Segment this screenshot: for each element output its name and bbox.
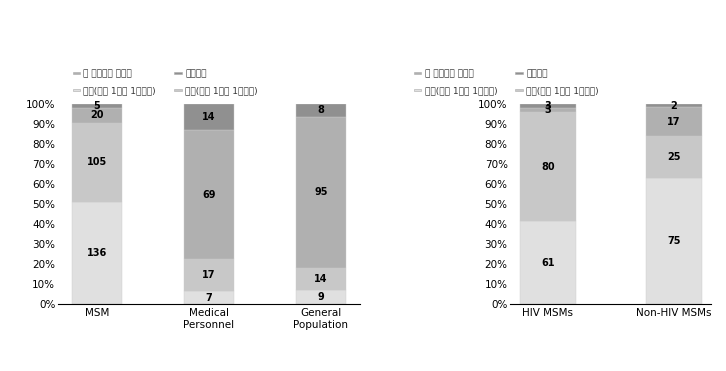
Text: 잘 기억나지 없는다: 잘 기억나지 없는다: [83, 69, 132, 78]
Bar: [295, 267, 346, 290]
Text: 7: 7: [205, 293, 212, 303]
Text: 있다(최근 1년내 1번이상): 있다(최근 1년내 1번이상): [526, 86, 599, 95]
Text: 61: 61: [541, 257, 555, 267]
Bar: [520, 112, 576, 221]
Bar: [72, 108, 122, 123]
Text: 9: 9: [317, 292, 324, 302]
Text: 95: 95: [314, 187, 327, 197]
Text: 75: 75: [667, 236, 681, 246]
Bar: [72, 104, 122, 108]
Text: 전혀없다: 전혀없다: [185, 69, 207, 78]
Text: 80: 80: [541, 162, 555, 171]
Bar: [645, 136, 702, 178]
Text: 17: 17: [667, 116, 681, 127]
Text: 2: 2: [671, 101, 677, 111]
Bar: [72, 202, 122, 304]
Text: 잘 기억나지 없는다: 잘 기억나지 없는다: [425, 69, 473, 78]
Bar: [520, 104, 576, 108]
Bar: [295, 104, 346, 116]
Bar: [520, 221, 576, 304]
Text: 있다(최근 1년전 1번이상): 있다(최근 1년전 1번이상): [425, 86, 497, 95]
Text: 있다(최근 1년내 1번이상): 있다(최근 1년내 1번이상): [185, 86, 258, 95]
Bar: [645, 178, 702, 304]
Text: 20: 20: [90, 110, 104, 120]
Text: 있다(최근 1년전 1번이상): 있다(최근 1년전 1번이상): [83, 86, 156, 95]
Bar: [295, 116, 346, 267]
Bar: [645, 104, 702, 107]
Bar: [184, 130, 234, 259]
Text: 8: 8: [317, 105, 325, 115]
Text: 3: 3: [544, 101, 551, 111]
Text: 5: 5: [94, 101, 100, 111]
Text: 25: 25: [667, 152, 681, 162]
Bar: [295, 290, 346, 304]
Bar: [72, 123, 122, 202]
Bar: [184, 259, 234, 291]
Text: 69: 69: [202, 190, 216, 200]
Bar: [184, 291, 234, 304]
Text: 전혀없다: 전혀없다: [526, 69, 548, 78]
Bar: [184, 104, 234, 130]
Text: 14: 14: [202, 112, 216, 122]
Text: 14: 14: [314, 274, 327, 284]
Text: 17: 17: [202, 270, 216, 280]
Bar: [645, 107, 702, 136]
Text: 3: 3: [544, 105, 551, 115]
Bar: [520, 108, 576, 112]
Text: 105: 105: [87, 157, 107, 167]
Text: 136: 136: [87, 248, 107, 258]
